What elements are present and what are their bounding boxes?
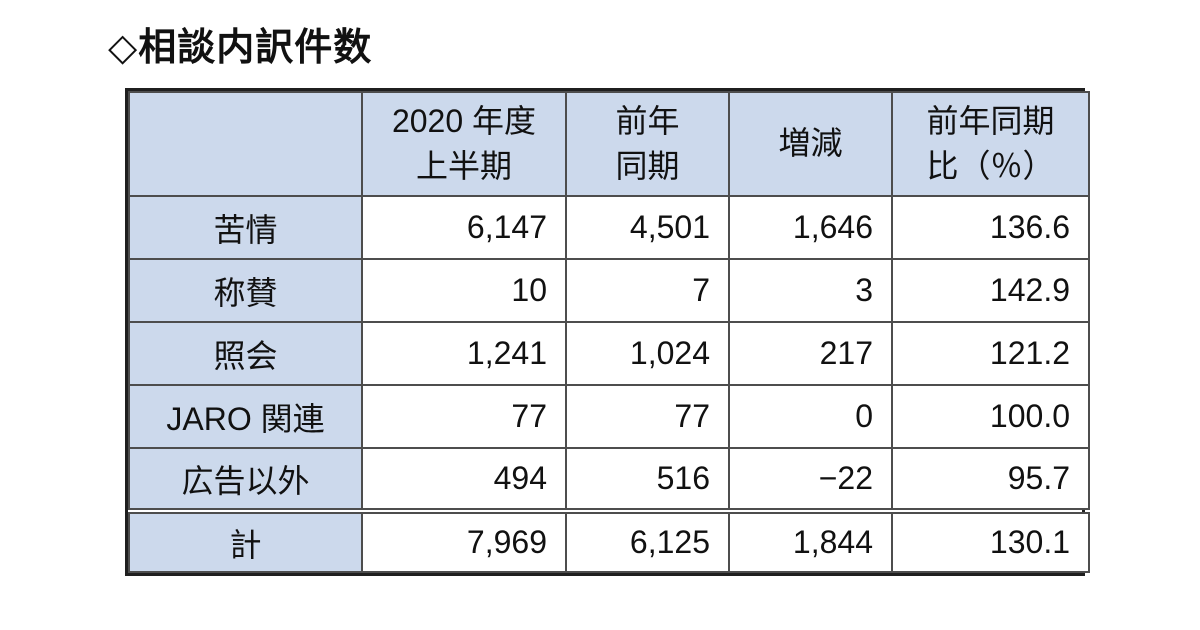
header-cell-yoy-ratio: 前年同期 比（％）: [891, 91, 1090, 197]
row-label-cell: 広告以外: [128, 447, 363, 512]
value-cell: 494: [361, 447, 567, 512]
total-label-cell: 計: [128, 508, 363, 573]
row-label-cell: 苦情: [128, 195, 363, 260]
value-cell: 77: [565, 384, 730, 449]
row-label-cell: 照会: [128, 321, 363, 386]
table-row-inquiries: 照会 1,241 1,024 217 121.2: [128, 321, 1090, 386]
value-cell: 136.6: [891, 195, 1090, 260]
header-cell-empty: [128, 91, 363, 197]
total-value-cell: 7,969: [361, 508, 567, 573]
table-row-complaints: 苦情 6,147 4,501 1,646 136.6: [128, 195, 1090, 260]
value-cell: 1,646: [728, 195, 893, 260]
value-cell: 7: [565, 258, 730, 323]
value-cell: −22: [728, 447, 893, 512]
value-cell: 1,024: [565, 321, 730, 386]
total-value-cell: 1,844: [728, 508, 893, 573]
header-cell-prev-year-same-period: 前年 同期: [565, 91, 730, 197]
table-row-total: 計 7,969 6,125 1,844 130.1: [128, 508, 1090, 573]
table-header-row: 2020 年度 上半期 前年 同期 増減 前年同期 比（％）: [128, 91, 1090, 197]
header-cell-2020-first-half: 2020 年度 上半期: [361, 91, 567, 197]
row-label-cell: JARO 関連: [128, 384, 363, 449]
table-row-praise: 称賛 10 7 3 142.9: [128, 258, 1090, 323]
value-cell: 516: [565, 447, 730, 512]
value-cell: 6,147: [361, 195, 567, 260]
value-cell: 10: [361, 258, 567, 323]
total-value-cell: 6,125: [565, 508, 730, 573]
value-cell: 4,501: [565, 195, 730, 260]
row-label-cell: 称賛: [128, 258, 363, 323]
page-title: ◇相談内訳件数: [108, 27, 373, 69]
value-cell: 100.0: [891, 384, 1090, 449]
data-table: 2020 年度 上半期 前年 同期 増減 前年同期 比（％） 苦情 6,147 …: [128, 91, 1090, 573]
value-cell: 1,241: [361, 321, 567, 386]
header-cell-change: 増減: [728, 91, 893, 197]
value-cell: 3: [728, 258, 893, 323]
value-cell: 121.2: [891, 321, 1090, 386]
consultation-breakdown-table: 2020 年度 上半期 前年 同期 増減 前年同期 比（％） 苦情 6,147 …: [125, 88, 1090, 576]
value-cell: 0: [728, 384, 893, 449]
total-value-cell: 130.1: [891, 508, 1090, 573]
table-row-jaro-related: JARO 関連 77 77 0 100.0: [128, 384, 1090, 449]
value-cell: 95.7: [891, 447, 1090, 512]
value-cell: 77: [361, 384, 567, 449]
value-cell: 142.9: [891, 258, 1090, 323]
value-cell: 217: [728, 321, 893, 386]
table-row-non-advertising: 広告以外 494 516 −22 95.7: [128, 447, 1090, 512]
